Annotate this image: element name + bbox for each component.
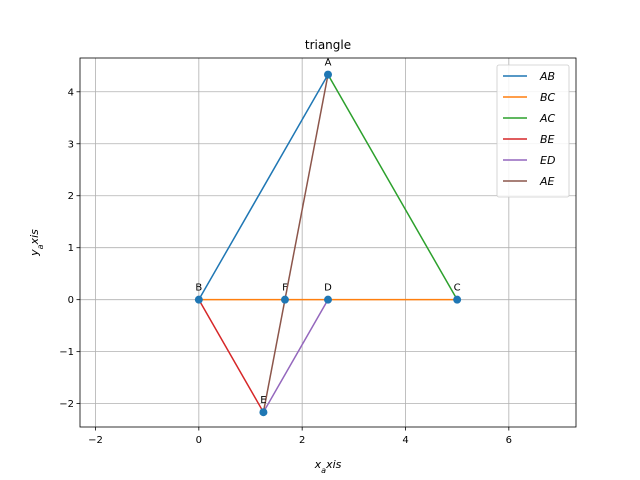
point-marker-d [324, 295, 332, 304]
y-axis-label-rest: xis [28, 229, 41, 246]
point-marker-c [453, 295, 462, 304]
legend-label-ac: AC [539, 112, 556, 125]
x-axis-label-rest: xis [325, 458, 342, 471]
y-tick-label: 3 [68, 139, 74, 150]
y-tick-label: 2 [68, 191, 74, 202]
point-marker-a [324, 70, 332, 79]
x-tick-label: 4 [402, 435, 408, 446]
point-label-d: D [324, 283, 332, 294]
legend-label-ed: ED [540, 154, 555, 167]
y-tick-label: 4 [68, 87, 74, 98]
series-line-ab [198, 74, 329, 301]
series-line-ed [262, 299, 329, 413]
x-tick-label: 6 [506, 435, 512, 446]
x-tick-label: 2 [299, 435, 305, 446]
legend-label-ab: AB [539, 70, 555, 83]
y-tick-label: 1 [68, 243, 74, 254]
legend-label-bc: BC [540, 91, 556, 104]
point-label-c: C [454, 283, 461, 294]
x-axis-label: xaxis [314, 458, 342, 475]
axes-frame [79, 57, 577, 428]
point-marker-f [280, 295, 289, 304]
x-tick-label: −2 [88, 435, 103, 446]
legend-box [496, 64, 570, 198]
series-line-ae [262, 74, 329, 413]
point-label-e: E [260, 395, 266, 406]
x-axis-label-sub: a [321, 466, 326, 475]
points-layer: A B C D E F [194, 58, 462, 417]
point-label-a: A [325, 58, 332, 69]
y-axis-label-sub: a [36, 244, 45, 249]
point-label-f: F [282, 283, 288, 294]
legend-label-ae: AE [539, 175, 555, 188]
y-axis-label: yaxis [28, 229, 45, 257]
series-line-be [198, 299, 265, 413]
y-tick-label: −1 [59, 347, 74, 358]
chart-title: triangle [305, 38, 351, 52]
point-marker-b [194, 295, 203, 304]
point-marker-e [259, 408, 268, 417]
ticks: −2 0 2 4 6 −2 −1 0 1 2 3 4 [59, 87, 512, 446]
x-tick-label: 0 [196, 435, 202, 446]
x-axis-label-main: x [314, 458, 322, 471]
y-tick-label: 0 [68, 295, 74, 306]
series-layer [198, 74, 458, 413]
y-axis-label-main: y [28, 249, 41, 257]
y-tick-label: −2 [59, 399, 74, 410]
point-label-b: B [195, 283, 202, 294]
legend-label-be: BE [540, 133, 555, 146]
legend: AB BC AC BE ED AE [496, 64, 570, 198]
series-line-ac [327, 74, 458, 301]
